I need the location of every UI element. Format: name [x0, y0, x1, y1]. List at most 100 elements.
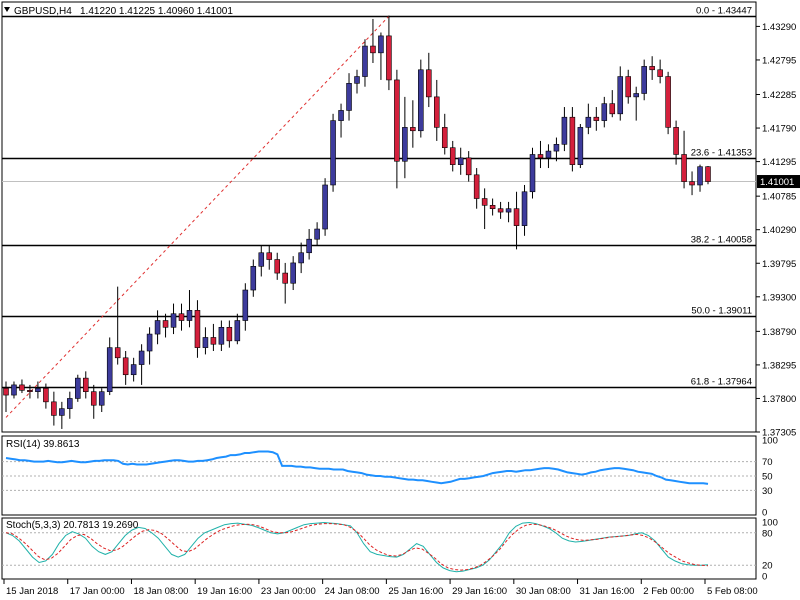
- candle-body-bearish: [226, 326, 233, 342]
- ohlc-values: 1.41220 1.41225 1.40960 1.41001: [80, 6, 233, 17]
- candle-body-bullish: [362, 45, 368, 77]
- candle-body-bearish: [210, 337, 217, 345]
- symbol-timeframe: GBPUSD,H4: [14, 6, 72, 17]
- candle-body-bearish: [465, 157, 472, 176]
- candle-body-bearish: [43, 387, 49, 403]
- candle-body-bullish: [601, 103, 608, 121]
- candle-body-bearish: [657, 69, 663, 77]
- candle-body-bearish: [82, 377, 89, 392]
- oscillator-axis-label: 100: [762, 518, 778, 529]
- candle-body-bearish: [473, 174, 480, 199]
- candle-body-bearish: [194, 310, 201, 348]
- fibonacci-level-label: 38.2 - 1.40058: [691, 235, 752, 246]
- price-axis-label: 1.41295: [762, 157, 796, 168]
- candles: [3, 15, 711, 429]
- candle-body-bullish: [59, 408, 65, 416]
- time-axis-label: 17 Jan 00:00: [70, 586, 125, 597]
- candle-body-bullish: [378, 35, 384, 54]
- candle-body-bearish: [27, 390, 33, 392]
- candle-body-bearish: [665, 76, 671, 128]
- candle-body-bearish: [569, 116, 576, 165]
- candle-body-bearish: [394, 79, 400, 162]
- oscillator-axis-label: 50: [762, 472, 773, 483]
- time-axis-label: 25 Jan 16:00: [388, 586, 443, 597]
- candle-body-bullish: [697, 166, 703, 186]
- candle-body-bullish: [138, 350, 145, 365]
- oscillator-axis-label: 0: [762, 508, 767, 519]
- candle-body-bullish: [577, 127, 584, 165]
- candle-body-bullish: [330, 120, 336, 186]
- stochastic-signal-line: [5, 523, 709, 571]
- candle-body-bearish: [178, 313, 185, 321]
- price-axis-label: 1.42285: [762, 90, 796, 101]
- candle-body-bullish: [545, 150, 552, 159]
- candle-body-bullish: [505, 208, 512, 213]
- price-axis-label: 1.40290: [762, 225, 796, 236]
- candle-body-bullish: [258, 252, 265, 267]
- stochastic-label: Stoch(5,3,3) 20.7813 19.2690: [6, 520, 139, 531]
- time-axis-label: 29 Jan 16:00: [452, 586, 507, 597]
- candle-body-bearish: [481, 198, 488, 206]
- candle-body-bullish: [402, 127, 408, 162]
- candle-body-bullish: [146, 333, 153, 352]
- price-axis-label: 1.39795: [762, 259, 796, 270]
- price-axis-label: 1.42795: [762, 55, 796, 66]
- candle-body-bearish: [386, 35, 392, 81]
- oscillator-axis-label: 20: [762, 561, 773, 572]
- candle-body-bearish: [441, 127, 448, 149]
- candle-body-bullish: [346, 83, 352, 111]
- current-price-tag: 1.41001: [757, 175, 800, 189]
- rsi-panel[interactable]: 100 70 50 30 0 RSI(14) 39.8613: [1, 435, 778, 519]
- candle-body-bearish: [593, 116, 600, 121]
- candle-body-bullish: [234, 320, 241, 342]
- candle-body-bullish: [242, 289, 249, 321]
- price-axis-label: 1.39300: [762, 292, 796, 303]
- candle-body-bearish: [673, 127, 679, 155]
- oscillator-axis-label: 70: [762, 457, 773, 468]
- collapse-triangle-icon[interactable]: [4, 7, 10, 12]
- candle-body-bullish: [67, 398, 73, 409]
- candle-body-bullish: [306, 238, 312, 254]
- price-axis-label: 1.43290: [762, 22, 796, 33]
- time-axis-label: 2 Feb 00:00: [643, 586, 694, 597]
- candle-body-bullish: [154, 320, 161, 335]
- candle-body-bearish: [282, 272, 288, 284]
- candle-body-bearish: [433, 96, 440, 128]
- candle-body-bearish: [370, 45, 376, 54]
- time-axis-label: 18 Jan 08:00: [133, 586, 188, 597]
- candle-body-bullish: [35, 387, 41, 392]
- price-axis-label: 1.37305: [762, 428, 796, 439]
- candle-body-bullish: [170, 313, 177, 328]
- candle-body-bullish: [553, 144, 560, 152]
- candle-body-bullish: [106, 347, 113, 392]
- candle-body-bullish: [11, 384, 17, 396]
- candle-body-bearish: [609, 103, 616, 115]
- stochastic-levels: [2, 532, 756, 566]
- candle-body-bullish: [75, 377, 81, 399]
- candle-body-bearish: [114, 347, 121, 359]
- fibonacci-levels: 0.0 - 1.43447 23.6 - 1.41353 38.2 - 1.4005…: [2, 6, 756, 389]
- time-axis-label: 15 Jan 2018: [6, 586, 58, 597]
- candle-body-bearish: [426, 69, 432, 98]
- fibonacci-level-label: 0.0 - 1.43447: [696, 6, 752, 17]
- candle-body-bearish: [689, 181, 695, 186]
- time-axis-label: 5 Feb 08:00: [707, 586, 758, 597]
- time-axis: 15 Jan 2018 17 Jan 00:00 18 Jan 08:00 19 Ja…: [3, 579, 758, 597]
- candle-body-bullish: [561, 116, 568, 145]
- candle-body-bearish: [681, 154, 687, 182]
- price-axis: 1.43290 1.42795 1.42285 1.41790 1.41295 1.407…: [756, 22, 796, 439]
- candle-body-bearish: [625, 76, 632, 98]
- price-axis-label: 1.37800: [762, 394, 796, 405]
- time-axis-label: 23 Jan 00:00: [261, 586, 316, 597]
- candle-body-bullish: [457, 157, 464, 165]
- candle-body-bearish: [3, 387, 9, 396]
- price-panel[interactable]: 0.0 - 1.43447 23.6 - 1.41353 38.2 - 1.4005…: [1, 1, 800, 439]
- candle-body-bearish: [537, 154, 544, 159]
- stochastic-panel-frame: [1, 517, 757, 580]
- candle-body-bullish: [130, 364, 137, 376]
- candle-body-bullish: [633, 93, 639, 98]
- candle-body-bullish: [218, 326, 225, 345]
- price-axis-label: 1.40785: [762, 192, 796, 203]
